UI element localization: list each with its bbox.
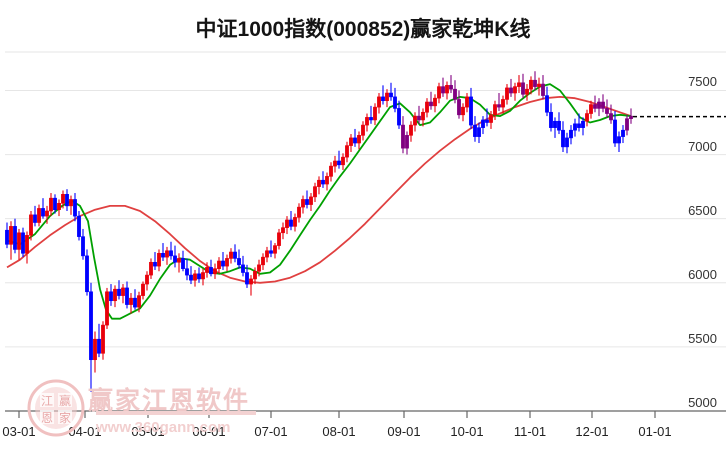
y-axis-tick-label: 5000 xyxy=(688,395,717,410)
ma-long-line xyxy=(6,96,632,284)
x-axis-tick-label: 08-01 xyxy=(322,424,356,439)
gridlines xyxy=(5,51,726,412)
axis-lines xyxy=(5,410,726,418)
y-axis-tick-label: 7000 xyxy=(688,138,717,154)
x-axis-tick-label: 06-01 xyxy=(192,424,226,439)
x-axis-tick-label: 12-01 xyxy=(575,424,609,439)
x-axis-tick-label: 03-01 xyxy=(2,424,36,439)
y-axis-tick-label: 5500 xyxy=(688,330,717,346)
x-axis-tick-label: 01-01 xyxy=(638,424,672,439)
candle-series xyxy=(5,71,633,392)
x-axis-tick-label: 04-01 xyxy=(68,424,102,439)
x-axis-tick-label: 07-01 xyxy=(254,424,288,439)
x-axis-tick-label: 11-01 xyxy=(513,424,547,439)
y-axis-tick-label: 6500 xyxy=(688,202,717,218)
x-axis-tick-label: 10-01 xyxy=(450,424,484,439)
x-axis-tick-label: 05-01 xyxy=(131,424,165,439)
y-axis-tick-label: 7500 xyxy=(688,74,717,90)
ma-short-line xyxy=(6,83,632,320)
page-title: 中证1000指数(000852)赢家乾坤K线 xyxy=(195,18,531,41)
x-axis-tick-label: 09-01 xyxy=(387,424,421,439)
y-axis-tick-label: 6000 xyxy=(688,266,717,282)
